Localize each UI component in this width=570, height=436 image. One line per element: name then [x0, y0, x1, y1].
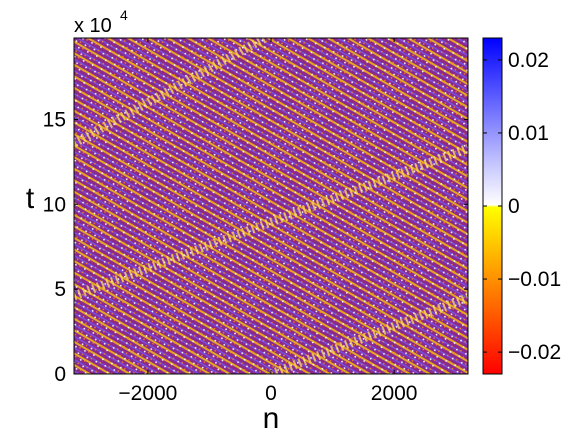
- heatmap-fronts: [74, 38, 468, 374]
- colorbar-tick-label: 0: [508, 195, 520, 218]
- colorbar-tick-label: −0.01: [508, 268, 561, 291]
- colorbar-tick-label: −0.02: [508, 341, 561, 364]
- y-scale-exponent: 4: [120, 7, 128, 23]
- x-axis: −2000 0 2000: [118, 38, 417, 405]
- y-scale-multiplier: x 10: [74, 15, 112, 37]
- x-tick-label: 0: [265, 382, 277, 405]
- x-tick-label: −2000: [118, 382, 177, 405]
- colorbar-tick-label: 0.01: [508, 122, 549, 145]
- x-tick-label: 2000: [371, 382, 418, 405]
- y-tick-label: 15: [43, 108, 66, 131]
- colorbar-ticks: 0.02 0.01 0 −0.01 −0.02: [483, 49, 561, 364]
- y-tick-label: 5: [54, 278, 66, 301]
- y-axis-label: t: [26, 182, 35, 215]
- colorbar-gradient: [483, 38, 502, 374]
- heatmap-dots: [74, 38, 468, 374]
- heatmap: [74, 38, 468, 374]
- front-line: [74, 38, 268, 148]
- y-tick-label: 0: [54, 363, 66, 386]
- colorbar: 0.02 0.01 0 −0.01 −0.02: [482, 37, 561, 375]
- colorbar-tick-label: 0.02: [508, 49, 549, 72]
- front-line: [74, 144, 468, 301]
- y-tick-label: 10: [43, 193, 66, 216]
- y-axis: 0 5 10 15: [43, 108, 468, 386]
- front-line: [269, 293, 468, 374]
- x-axis-label: n: [263, 402, 280, 435]
